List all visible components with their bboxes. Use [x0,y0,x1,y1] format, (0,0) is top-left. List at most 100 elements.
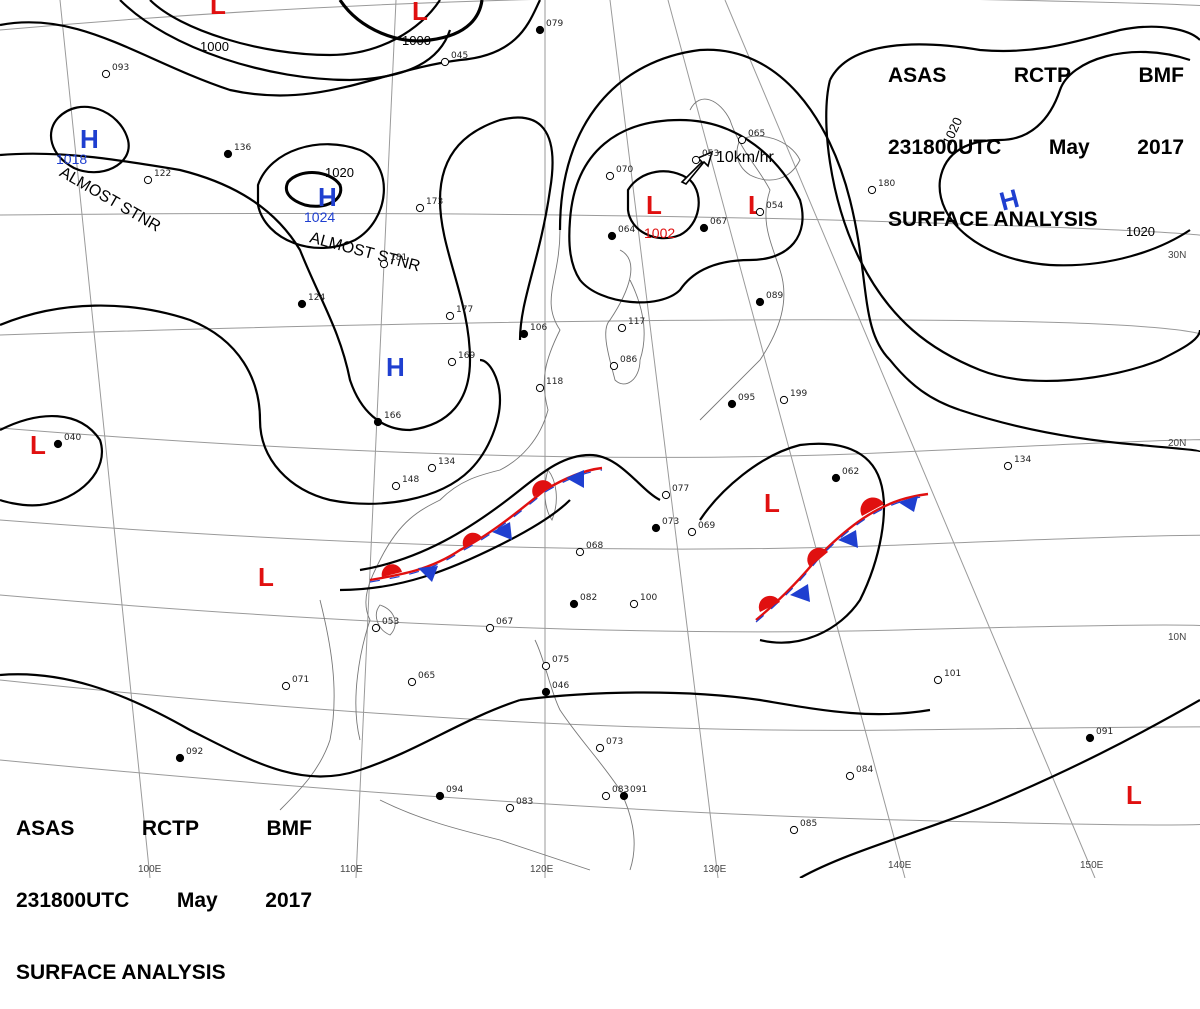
station-pressure-value: 069 [698,521,715,531]
stationary-front [369,466,929,623]
station-symbol [595,743,605,753]
station-symbol [1085,733,1095,743]
station-symbol [605,171,615,181]
header-month: May [176,889,218,912]
header-station-code: RCTP [141,817,200,840]
station-symbol [933,675,943,685]
station-pressure-value: 148 [402,475,419,485]
station-symbol [1003,461,1013,471]
isobar-1000-b [338,0,484,43]
lon-label-120e: 120E [530,864,554,875]
station-symbol [371,623,381,633]
header-month: May [1048,136,1090,159]
latitude-line-15n [0,519,1200,550]
high-center-value: 1018 [56,151,87,167]
warm-front-bump [532,480,552,497]
station-symbol [607,231,617,241]
motion-arrow-icon [680,150,714,186]
station-symbol [699,223,709,233]
warm-front-bump [462,532,482,548]
station-symbol [101,69,111,79]
station-symbol [779,395,789,405]
station-symbol [297,299,307,309]
station-pressure-value: 067 [496,617,513,627]
station-symbol [789,825,799,835]
station-pressure-value: 106 [530,323,547,333]
station-symbol [541,687,551,697]
station-pressure-value: 045 [451,51,468,61]
motion-label: 10km/hr [716,149,774,166]
isobar-big-high [0,116,554,432]
station-pressure-value: 100 [640,593,657,603]
cold-front-barb [898,496,918,512]
isobar-south-pacific [519,691,931,716]
station-symbol [427,463,437,473]
station-symbol [755,297,765,307]
station-symbol [661,490,671,500]
station-pressure-value: 101 [944,669,961,679]
front-line-west-blue [369,469,603,583]
station-symbol [629,599,639,609]
station-symbol [175,753,185,763]
station-pressure-value: 095 [738,393,755,403]
station-pressure-value: 062 [842,467,859,477]
station-symbol [617,323,627,333]
isobar-east-high [938,50,1191,267]
motion-arrow: 10km/hr [680,149,774,186]
station-pressure-value: 166 [384,411,401,421]
isobar-southeast [799,699,1200,878]
latitude-line-0n [0,759,1200,826]
station-symbol [391,481,401,491]
station-pressure-value: 181 [390,253,407,263]
station-pressure-value: 073 [606,737,623,747]
station-pressure-value: 082 [580,593,597,603]
station-symbol [373,417,383,427]
header-type-code: BMF [266,817,313,840]
isobar-1000-a [149,0,441,57]
front-line-east-blue [755,495,929,623]
header-year: 2017 [265,889,312,912]
station-symbol [541,661,551,671]
coastlines [279,98,801,871]
isobar-labels: 1000 1000 1020 1020 1020 [200,33,1155,239]
low-center-symbol: L [30,430,46,460]
isobar-label-1000: 1000 [200,39,229,54]
isobar-pacific [699,442,886,644]
station-symbol [440,57,450,67]
station-symbol [755,207,765,217]
header-station-code: RCTP [1013,64,1072,87]
station-symbol [223,149,233,159]
isobar-north-arc-2 [119,0,452,82]
station-pressure-value: 083 [612,785,629,795]
station-pressure-value: 046 [552,681,569,691]
lon-label-150e: 150E [1080,860,1104,871]
station-pressure-value: 173 [426,197,443,207]
station-pressure-value: 093 [112,63,129,73]
high-center-note: ALMOST STNR [56,164,163,235]
station-symbol [415,203,425,213]
station-symbol [435,791,445,801]
station-symbol [651,523,661,533]
station-pressure-value: 199 [790,389,807,399]
station-pressure-value: 067 [710,217,727,227]
cold-front-barb [566,470,584,488]
isobar-south-west [0,414,103,507]
cold-front-barb [790,584,810,602]
lat-label-30n: 30N [1168,250,1186,261]
isobar-west-high [49,105,130,174]
latitude-line-20n [0,427,1200,458]
station-symbol [601,791,611,801]
low-center-symbol: L [412,0,428,26]
station-pressure-value: 124 [308,293,325,303]
station-pressure-value: 079 [546,19,563,29]
station-symbol [609,361,619,371]
lat-label-10n: 10N [1168,632,1186,643]
station-pressure-value: 122 [154,169,171,179]
isobar-east-outer [829,25,1200,81]
station-symbol [519,329,529,339]
latitude-line-40n [0,0,1200,31]
isobar-label-1000: 1000 [402,33,431,48]
warm-front-bump [758,595,780,612]
station-pressure-value: 085 [800,819,817,829]
station-symbol [619,791,629,801]
